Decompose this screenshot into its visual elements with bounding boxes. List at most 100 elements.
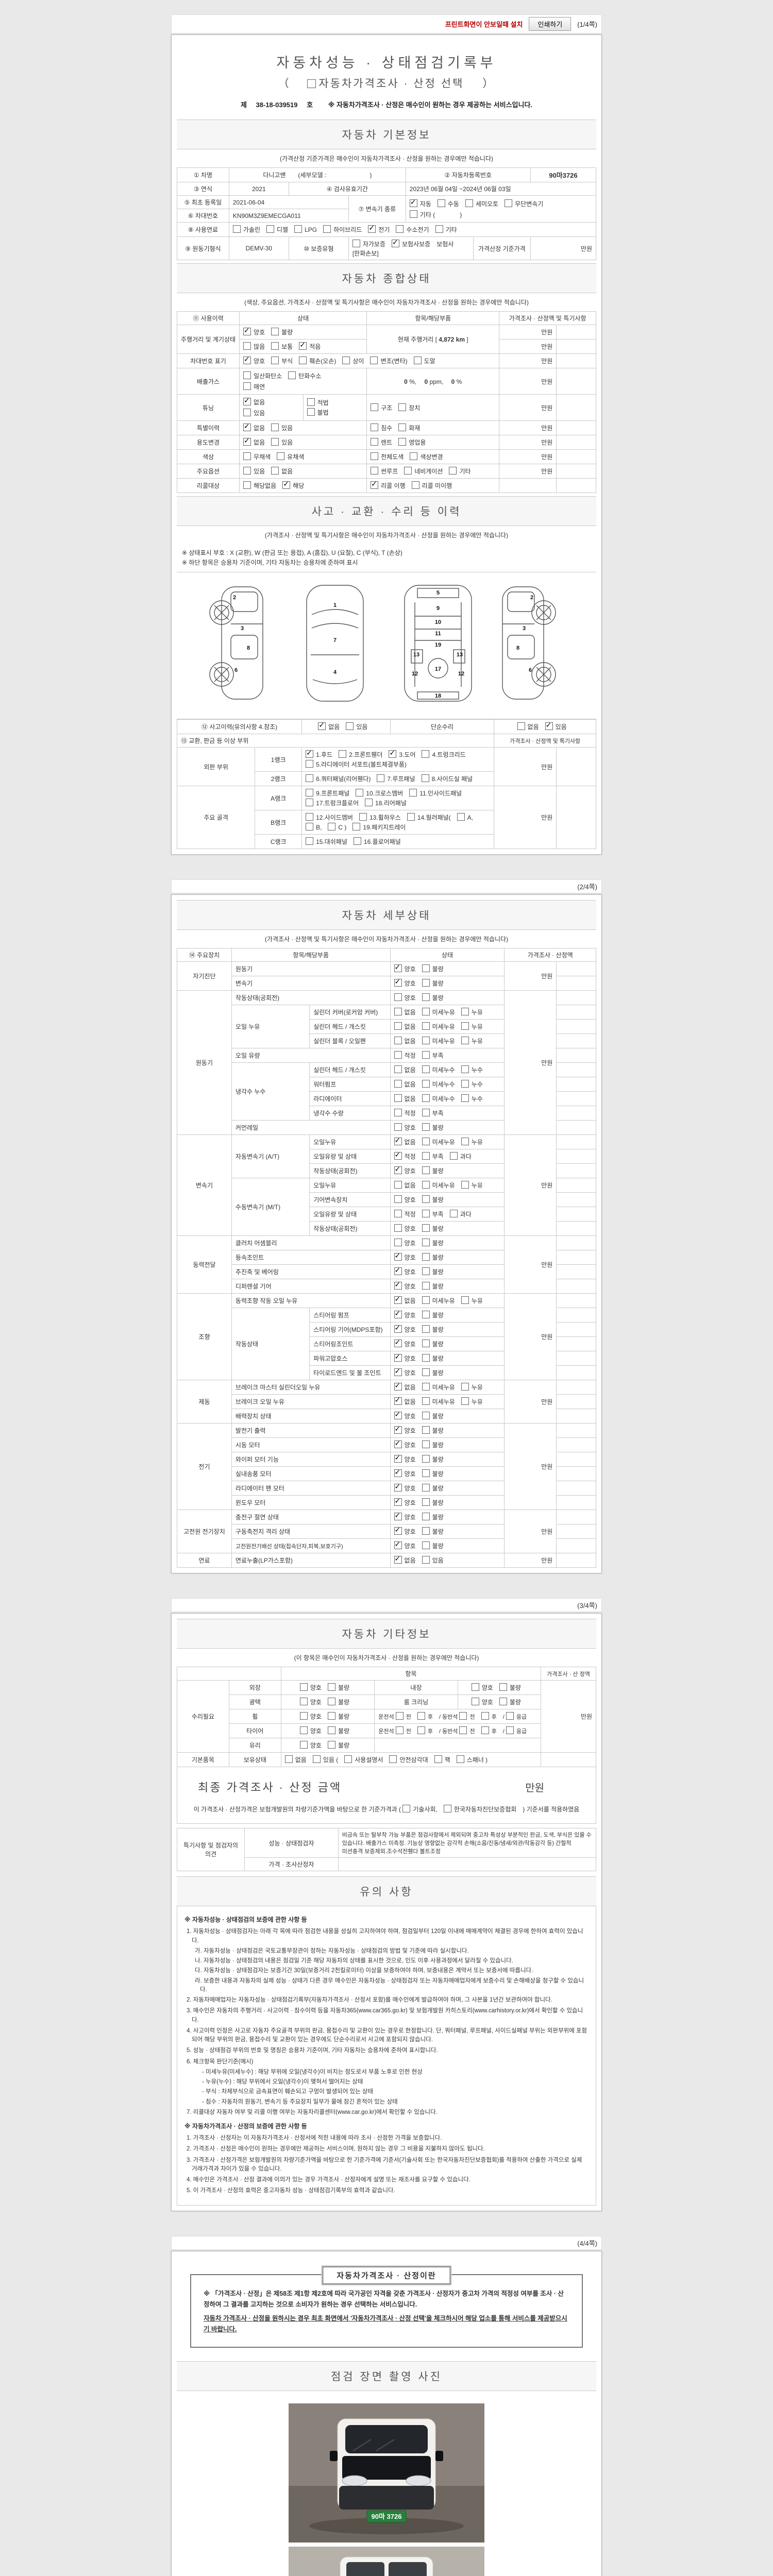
checkbox[interactable] [449,1152,458,1160]
checkbox[interactable] [422,979,430,987]
checkbox[interactable] [299,1741,308,1749]
checkbox[interactable] [271,357,279,364]
checkbox[interactable] [465,199,473,207]
checkbox[interactable] [422,1065,430,1074]
checkbox[interactable] [422,1383,430,1391]
checkbox[interactable] [394,1065,402,1074]
checkbox[interactable] [456,1755,464,1764]
checkbox[interactable] [422,1008,430,1016]
checkbox[interactable] [394,963,402,973]
checkbox[interactable] [368,224,376,233]
checkbox[interactable] [394,1381,402,1391]
checkbox[interactable] [318,721,326,731]
checkbox[interactable] [422,1426,430,1434]
checkbox[interactable] [306,837,314,845]
checkbox[interactable] [394,1352,402,1362]
checkbox[interactable] [394,1251,402,1261]
checkbox[interactable] [394,1425,402,1434]
checkbox[interactable] [471,1698,479,1706]
checkbox[interactable] [434,1755,442,1764]
checkbox[interactable] [243,467,251,474]
checkbox[interactable] [243,409,251,416]
checkbox[interactable] [243,371,251,379]
checkbox[interactable] [461,1022,469,1030]
checkbox[interactable] [243,342,251,350]
checkbox[interactable] [394,1324,402,1333]
checkbox[interactable] [422,1181,430,1189]
checkbox[interactable] [394,1540,402,1550]
checkbox[interactable] [243,396,251,405]
checkbox[interactable] [243,436,251,446]
checkbox[interactable] [422,1368,430,1377]
checkbox[interactable] [422,1123,430,1131]
checkbox[interactable] [461,1065,469,1074]
checkbox[interactable] [394,1150,402,1160]
checkbox[interactable] [505,199,513,207]
checkbox[interactable] [459,1712,467,1720]
checkbox[interactable] [243,422,251,431]
checkbox[interactable] [422,1354,430,1362]
checkbox[interactable] [461,1080,469,1088]
checkbox[interactable] [422,993,430,1002]
checkbox[interactable] [377,774,385,783]
checkbox[interactable] [243,481,251,489]
checkbox[interactable] [312,1755,321,1764]
checkbox[interactable] [471,1683,479,1691]
checkbox[interactable] [327,1698,335,1706]
checkbox[interactable] [344,1755,352,1764]
checkbox[interactable] [299,1698,308,1706]
checkbox[interactable] [422,1051,430,1059]
checkbox[interactable] [422,1138,430,1146]
checkbox[interactable] [371,438,379,446]
checkbox[interactable] [306,749,314,758]
checkbox[interactable] [299,1726,308,1735]
checkbox[interactable] [422,1166,430,1175]
checkbox[interactable] [417,1726,425,1735]
checkbox[interactable] [443,1805,451,1813]
checkbox[interactable] [413,357,422,364]
checkbox[interactable] [461,1037,469,1045]
checkbox[interactable] [299,341,307,350]
checkbox[interactable] [422,1541,430,1550]
checkbox[interactable] [394,1165,402,1175]
checkbox[interactable] [422,1224,430,1232]
checkbox[interactable] [499,1683,507,1691]
checkbox[interactable] [299,357,307,364]
checkbox[interactable] [506,1726,514,1735]
checkbox[interactable] [306,823,314,831]
print-button[interactable]: 인쇄하기 [529,17,572,31]
checkbox[interactable] [394,1295,402,1304]
checkbox[interactable] [243,452,251,460]
checkbox[interactable] [394,1224,402,1232]
checkbox[interactable] [394,1008,402,1016]
checkbox[interactable] [371,452,379,460]
checkbox[interactable] [422,1440,430,1449]
checkbox[interactable] [422,1397,430,1405]
checkbox[interactable] [394,1037,402,1045]
checkbox[interactable] [394,1022,402,1030]
checkbox[interactable] [394,1266,402,1276]
checkbox[interactable] [394,1136,402,1146]
checkbox[interactable] [481,1726,489,1735]
checkbox[interactable] [394,1511,402,1521]
checkbox[interactable] [271,438,279,446]
checkbox[interactable] [461,1008,469,1016]
checkbox[interactable] [422,1469,430,1478]
checkbox[interactable] [352,823,361,831]
checkbox[interactable] [422,1109,430,1117]
checkbox[interactable] [306,760,314,768]
checkbox[interactable] [294,225,303,233]
checkbox[interactable] [299,1683,308,1691]
checkbox[interactable] [457,813,465,821]
checkbox[interactable] [461,1383,469,1391]
checkbox[interactable] [394,1482,402,1492]
checkbox[interactable] [394,1453,402,1463]
checkbox[interactable] [307,408,315,416]
checkbox[interactable] [398,423,407,431]
checkbox[interactable] [461,1397,469,1405]
checkbox[interactable] [422,1325,430,1333]
checkbox[interactable] [307,79,316,88]
checkbox[interactable] [422,1311,430,1319]
checkbox[interactable] [417,1712,425,1720]
checkbox[interactable] [545,721,553,731]
